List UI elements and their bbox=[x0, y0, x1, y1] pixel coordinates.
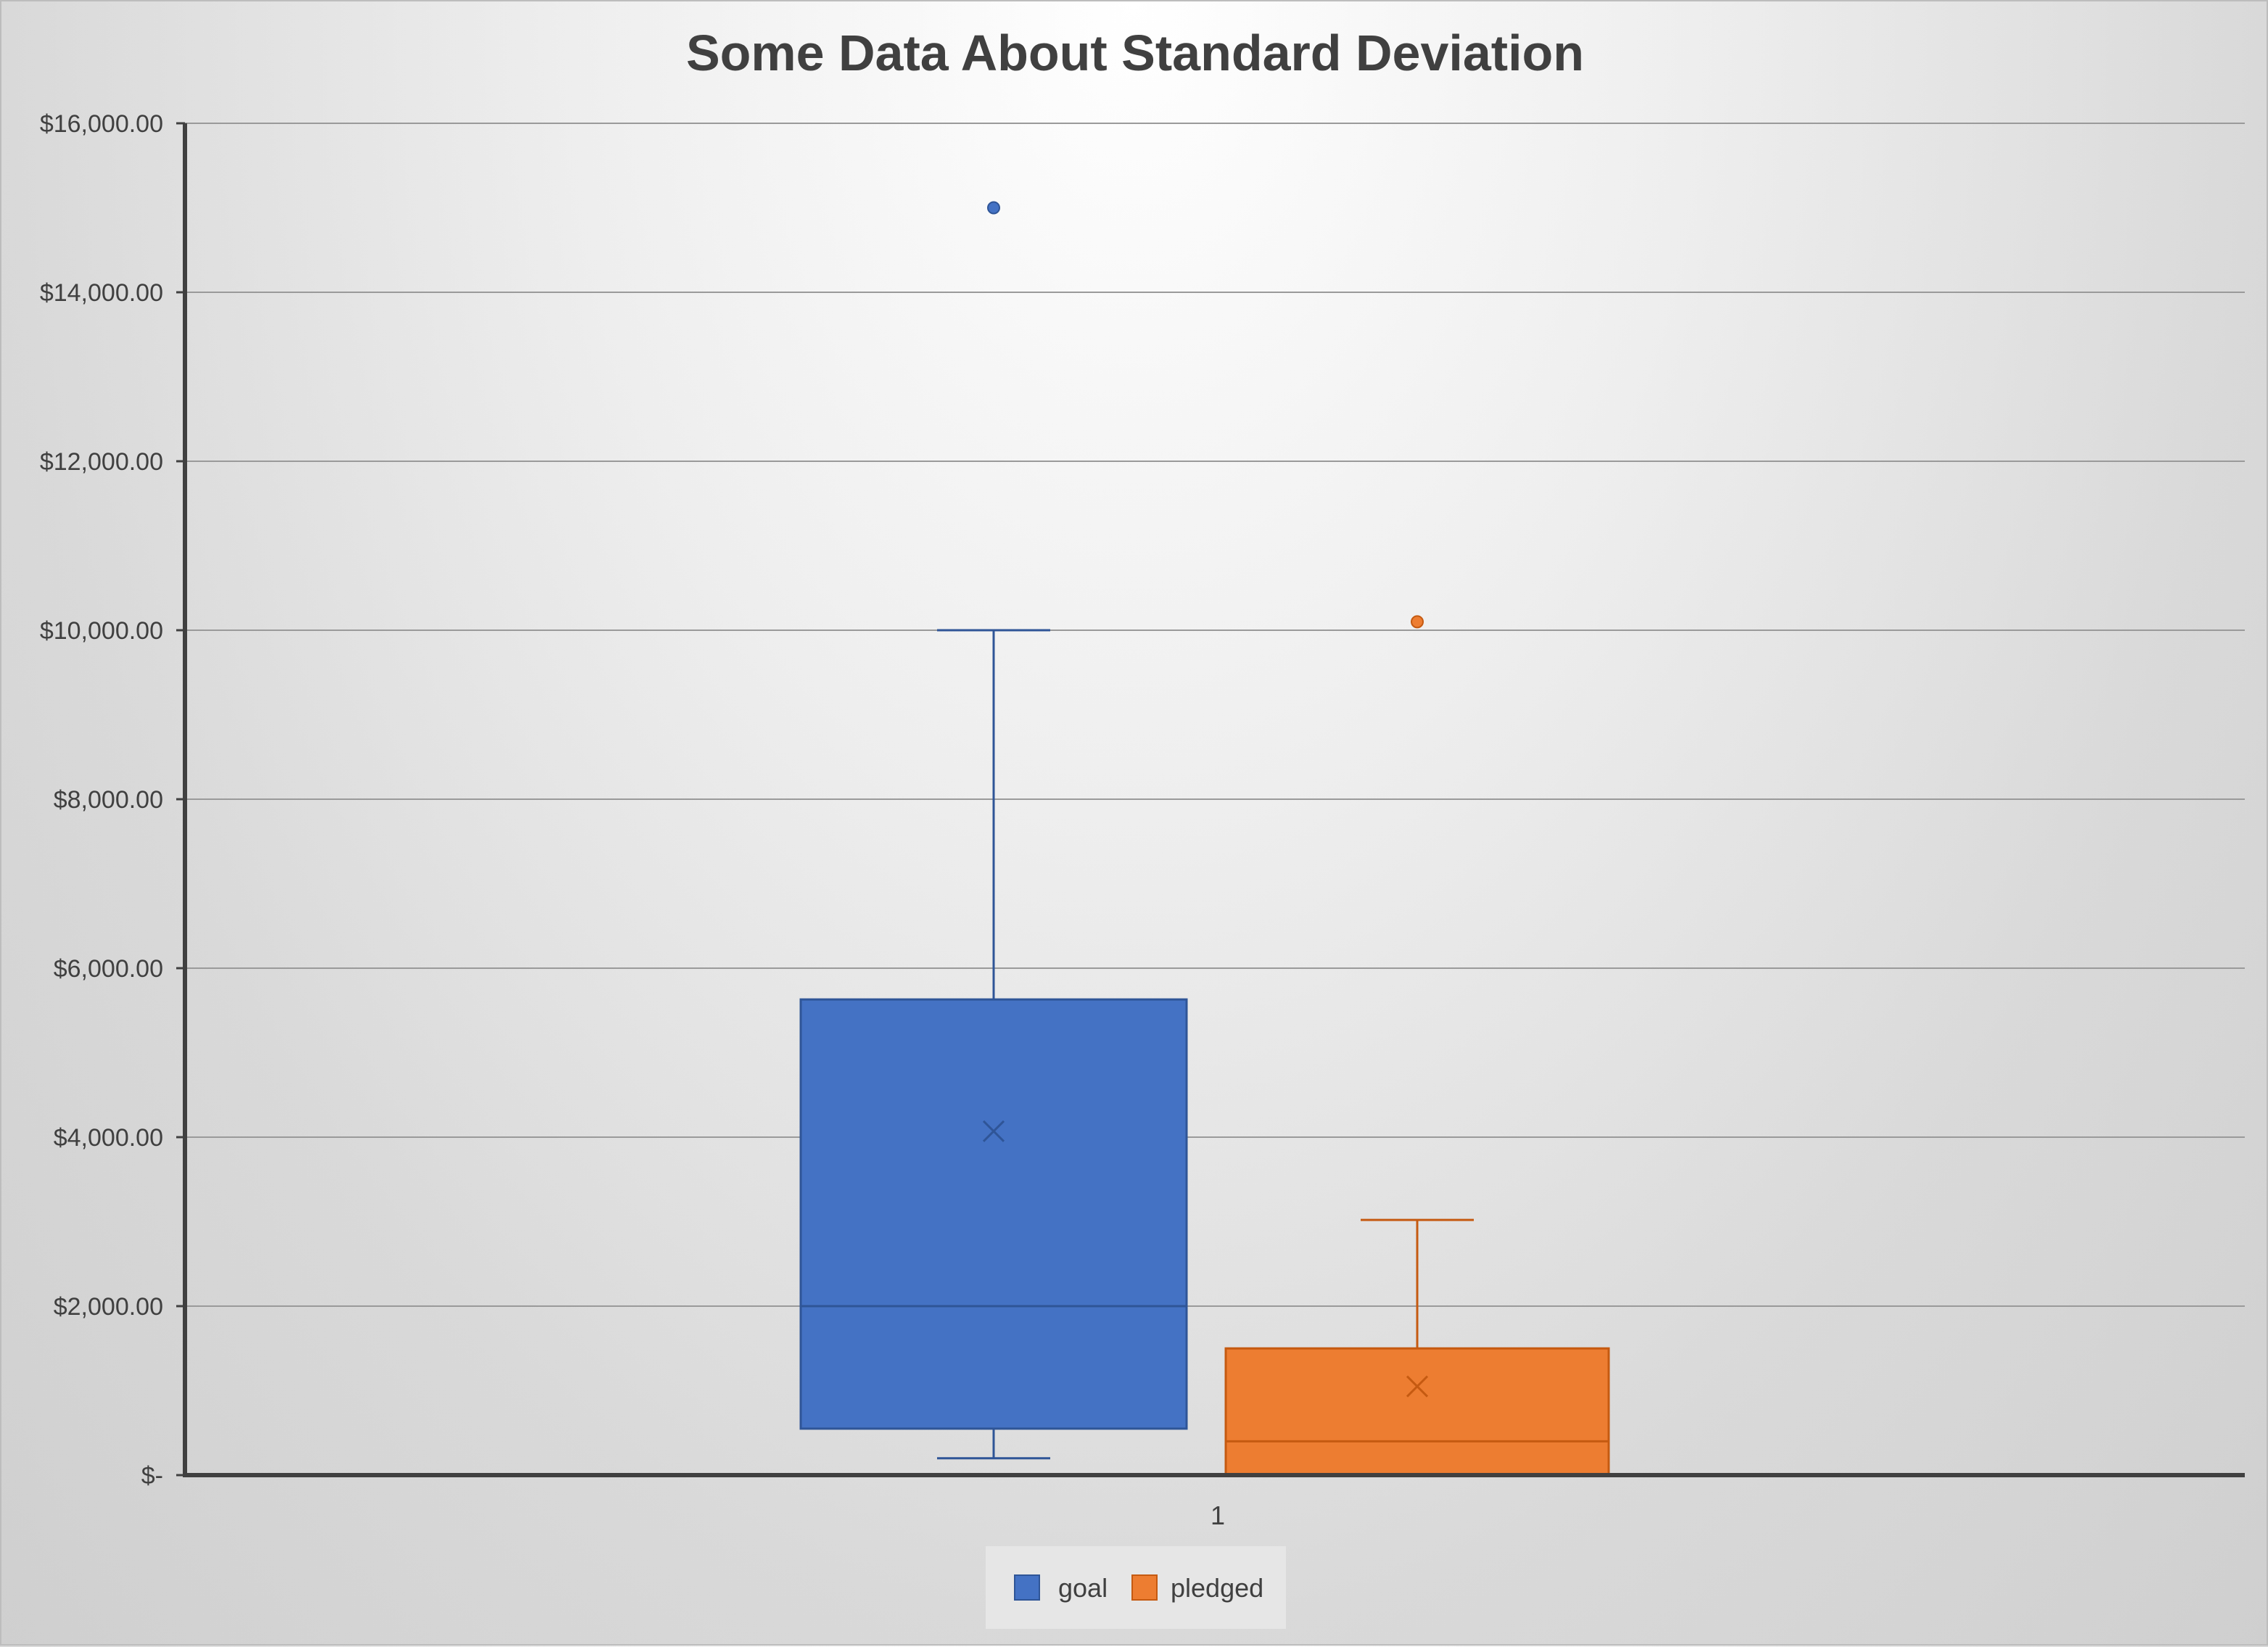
y-tick-label: $10,000.00 bbox=[40, 617, 163, 645]
y-tick-label: $12,000.00 bbox=[40, 448, 163, 476]
legend-label-goal: goal bbox=[1058, 1573, 1108, 1603]
y-tick-label: $4,000.00 bbox=[54, 1124, 163, 1152]
y-tick-label: $14,000.00 bbox=[40, 279, 163, 307]
box-series-goal bbox=[799, 201, 1188, 1460]
legend-label-pledged: pledged bbox=[1171, 1573, 1263, 1603]
legend-swatch-goal bbox=[1014, 1574, 1040, 1601]
y-tick-label: $2,000.00 bbox=[54, 1293, 163, 1321]
mean-marker bbox=[1406, 1375, 1429, 1398]
y-axis-tick-labels: $- $2,000.00 $4,000.00 $6,000.00 $8,000.00 $1… bbox=[40, 110, 185, 1490]
y-tick-label: $16,000.00 bbox=[40, 110, 163, 138]
outlier-point bbox=[1411, 615, 1424, 629]
outlier-point bbox=[987, 201, 1000, 215]
legend-swatch-pledged bbox=[1131, 1574, 1158, 1601]
box-series-layer bbox=[799, 201, 1610, 1477]
x-axis-category-label: 1 bbox=[1211, 1501, 1225, 1530]
chart-legend: goal pledged bbox=[986, 1546, 1286, 1629]
box-series-pledged bbox=[1224, 615, 1610, 1477]
mean-marker bbox=[982, 1120, 1005, 1142]
y-tick-label: $8,000.00 bbox=[54, 786, 163, 814]
chart-title: Some Data About Standard Deviation bbox=[686, 25, 1584, 81]
y-tick-label: $- bbox=[141, 1462, 163, 1490]
box-iqr bbox=[1224, 1347, 1610, 1477]
axes bbox=[183, 123, 2245, 1477]
gridlines bbox=[185, 123, 2245, 1307]
y-tick-label: $6,000.00 bbox=[54, 955, 163, 983]
box-iqr bbox=[799, 998, 1188, 1430]
